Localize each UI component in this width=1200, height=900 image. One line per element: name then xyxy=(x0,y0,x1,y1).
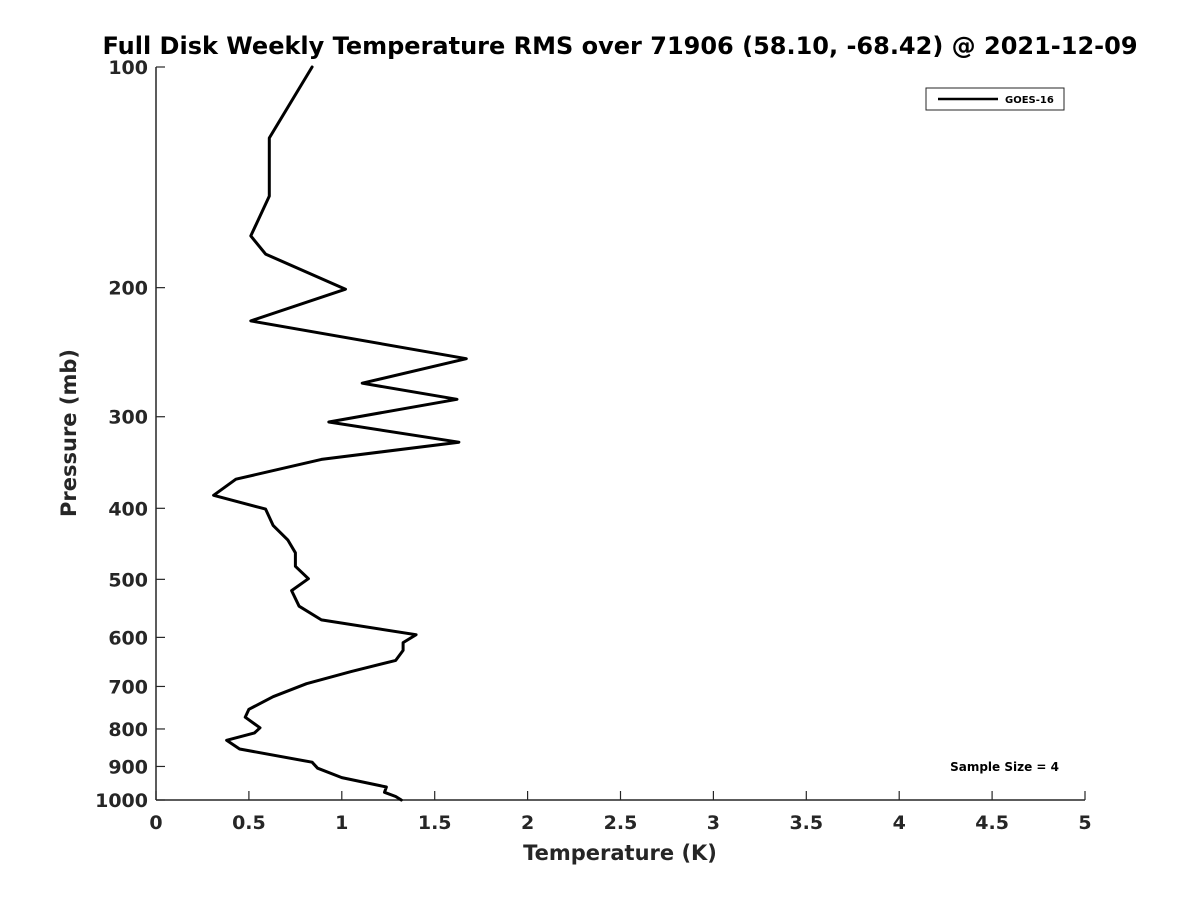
series-line-goes-16 xyxy=(212,65,468,802)
x-tick-label: 1.5 xyxy=(418,812,452,834)
x-tick-label: 1 xyxy=(335,812,348,834)
y-tick-label: 100 xyxy=(108,57,148,79)
y-tick-label: 400 xyxy=(108,498,148,520)
y-axis-ticks: 100 200 300 400 500 600 700 800 900 1000 xyxy=(95,57,165,812)
sample-size-annotation: Sample Size = 4 xyxy=(950,760,1059,774)
legend-entry-label: GOES-16 xyxy=(1005,95,1054,106)
x-tick-label: 2 xyxy=(521,812,534,834)
x-tick-label: 0 xyxy=(149,812,162,834)
x-tick-label: 3.5 xyxy=(789,812,823,834)
y-tick-label: 200 xyxy=(108,278,148,300)
x-tick-label: 5 xyxy=(1078,812,1091,834)
x-tick-label: 4 xyxy=(893,812,906,834)
y-tick-label: 500 xyxy=(108,569,148,591)
plot-area xyxy=(156,67,1085,800)
chart-title: Full Disk Weekly Temperature RMS over 71… xyxy=(102,32,1137,60)
x-axis-label: Temperature (K) xyxy=(523,841,717,865)
y-tick-label: 700 xyxy=(108,676,148,698)
y-tick-label: 1000 xyxy=(95,790,148,812)
series-group xyxy=(212,65,468,802)
y-axis-label: Pressure (mb) xyxy=(57,349,81,517)
x-tick-label: 0.5 xyxy=(232,812,266,834)
x-tick-label: 4.5 xyxy=(975,812,1009,834)
x-axis-ticks: 0 0.5 1 1.5 2 2.5 3 3.5 4 4.5 5 xyxy=(149,791,1092,834)
y-tick-label: 600 xyxy=(108,627,148,649)
x-tick-label: 3 xyxy=(707,812,720,834)
y-tick-label: 800 xyxy=(108,719,148,741)
legend: GOES-16 xyxy=(925,87,1065,111)
y-tick-label: 300 xyxy=(108,407,148,429)
x-tick-label: 2.5 xyxy=(604,812,638,834)
y-tick-label: 900 xyxy=(108,756,148,778)
